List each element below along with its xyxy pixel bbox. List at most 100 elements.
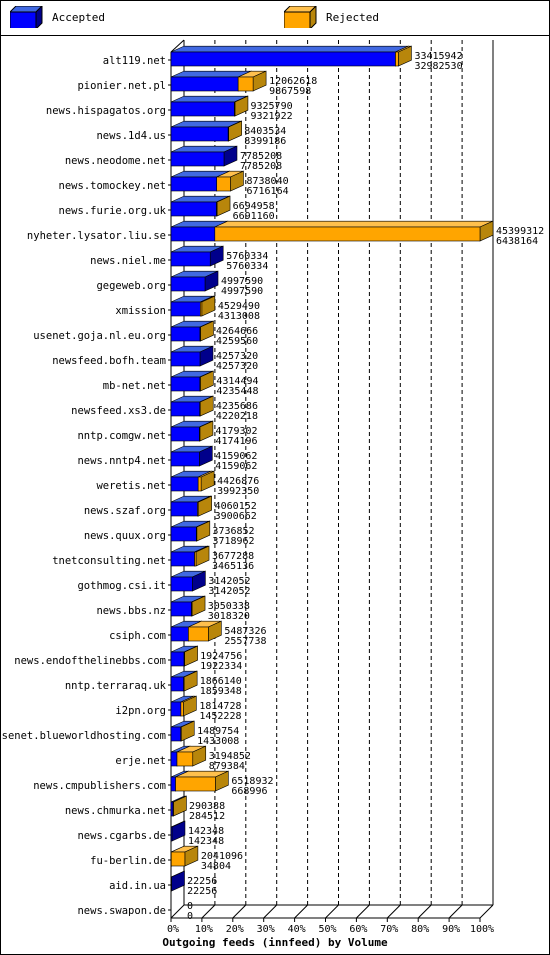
data-label-accepted: 3718962 — [212, 536, 254, 547]
data-label-rejected: 12062618 — [269, 76, 317, 87]
bar-rejected-top — [214, 220, 494, 228]
bar-accepted — [170, 376, 201, 392]
bar-rejected — [183, 676, 185, 692]
category-label: pionier.net.pl — [77, 80, 166, 92]
data-label-accepted: 1433008 — [197, 736, 239, 747]
bar-rejected — [395, 51, 399, 67]
data-label-rejected: 5487326 — [224, 626, 266, 637]
legend-label-accepted: Accepted — [52, 11, 105, 24]
bar-accepted — [170, 201, 217, 217]
category-label: csiph.com — [109, 630, 166, 642]
bar-rejected — [175, 776, 216, 792]
bar-accepted — [170, 476, 199, 492]
category-label: news.swapon.de — [77, 905, 166, 917]
category-label: news.tomockey.net — [59, 180, 166, 192]
x-tick-label: 30% — [257, 924, 275, 935]
bar-rejected — [197, 476, 202, 492]
data-label-rejected: 1489754 — [197, 726, 239, 737]
data-label-rejected: 3194852 — [209, 751, 251, 762]
bar-rejected — [176, 751, 194, 767]
x-tick-label: 20% — [226, 924, 244, 935]
floor-slant — [325, 904, 339, 919]
x-tick-label: 70% — [380, 924, 398, 935]
data-label-rejected: 5760334 — [226, 251, 268, 262]
floor-slant — [356, 904, 370, 919]
category-label: usenet.blueworldhosting.com — [0, 730, 166, 742]
bar-accepted — [170, 176, 218, 192]
bar-accepted-top — [170, 45, 409, 53]
x-axis-title: Outgoing feeds (innfeed) by Volume — [162, 936, 388, 949]
bar-rejected — [200, 301, 203, 317]
category-label: news.bbs.nz — [96, 605, 166, 617]
bar-rejected — [194, 551, 197, 567]
data-label-rejected: 4314494 — [216, 376, 258, 387]
category-label: news.szaf.org — [84, 505, 166, 517]
bar-accepted — [170, 876, 172, 892]
data-label-accepted: 4159062 — [215, 461, 257, 472]
bar-rejected — [199, 376, 201, 392]
data-label-rejected: 142348 — [188, 826, 224, 837]
data-label-accepted: 3900662 — [215, 511, 257, 522]
data-label-accepted: 32982530 — [414, 61, 462, 72]
x-tick-label: 0% — [167, 924, 179, 935]
category-label: i2pn.org — [115, 705, 166, 717]
bar-accepted — [170, 276, 206, 292]
bar-rejected — [170, 851, 186, 867]
bar-accepted — [170, 726, 182, 742]
x-tick-label: 10% — [195, 924, 213, 935]
data-label-accepted: 7785208 — [240, 161, 282, 172]
data-label-rejected: 4179302 — [215, 426, 257, 437]
data-label-accepted: 879384 — [209, 761, 245, 772]
category-label: xmission — [115, 305, 166, 317]
bar-accepted — [170, 526, 197, 542]
floor-slant — [417, 904, 432, 919]
legend-swatch-accepted — [10, 6, 43, 28]
data-label-rejected: 3050338 — [208, 601, 250, 612]
bar-rejected — [197, 501, 199, 517]
bar-accepted — [170, 251, 211, 267]
data-label-accepted: 3992350 — [217, 486, 259, 497]
data-label-rejected: 1924756 — [200, 651, 242, 662]
category-label: nntp.comgw.net — [77, 430, 166, 442]
data-label-accepted: 6691160 — [233, 211, 275, 222]
data-label-rejected: 4426876 — [217, 476, 259, 487]
bar-accepted-side — [171, 870, 185, 892]
data-label-rejected: 290388 — [189, 801, 225, 812]
category-label: news.cmpublishers.com — [33, 780, 166, 792]
data-label-accepted: 8399186 — [244, 136, 286, 147]
bar-rejected — [183, 651, 185, 667]
legend-swatch-rejected — [284, 6, 317, 28]
category-label: news.endofthelinebbs.com — [14, 655, 166, 667]
legend-label-rejected: Rejected — [326, 11, 379, 24]
x-tick-label: 100% — [470, 924, 494, 935]
data-label-accepted: 5760334 — [226, 261, 268, 272]
data-label-accepted: 284512 — [189, 811, 225, 822]
data-label-accepted: 22256 — [187, 886, 217, 897]
category-label: tnetconsulting.net — [52, 555, 166, 567]
category-label: gegeweb.org — [96, 280, 166, 292]
bar-accepted — [170, 776, 176, 792]
floor-slant — [479, 904, 494, 919]
data-label-accepted: 142348 — [188, 836, 224, 847]
floor-slant — [170, 904, 185, 919]
floor-slant — [386, 904, 401, 919]
data-label-rejected: 1814728 — [199, 701, 241, 712]
bar-rejected — [199, 326, 201, 342]
bar-rejected — [227, 126, 229, 142]
category-label: nyheter.lysator.liu.se — [27, 230, 166, 242]
bar-rejected — [180, 701, 184, 717]
axis-top-slant — [170, 39, 185, 53]
bar-rejected — [214, 226, 481, 242]
bar-rejected — [216, 176, 231, 192]
data-label-rejected: 7785208 — [240, 151, 282, 162]
category-label: erje.net — [115, 755, 166, 767]
floor-slant — [294, 904, 308, 919]
data-label-accepted: 4313008 — [218, 311, 260, 322]
category-label: news.furie.org.uk — [59, 205, 167, 217]
category-label: gothmog.csi.it — [77, 580, 166, 592]
bar-accepted-side — [171, 820, 186, 842]
category-label: aid.in.ua — [109, 880, 166, 892]
data-label-rejected: 8738040 — [246, 176, 288, 187]
data-label-accepted: 3142052 — [208, 586, 250, 597]
category-label: fu-berlin.de — [90, 855, 166, 867]
